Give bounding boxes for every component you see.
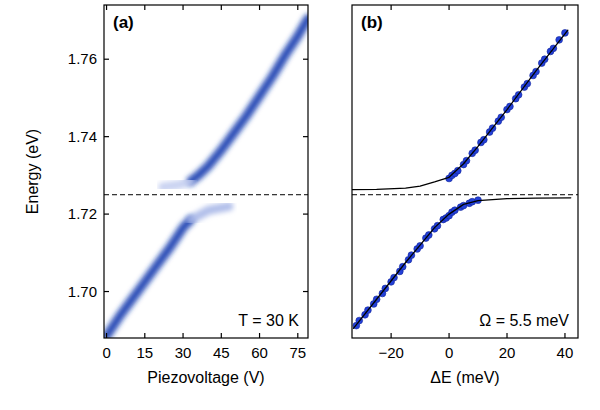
y-tick-label: 1.70 xyxy=(68,283,97,300)
y-tick xyxy=(303,59,308,60)
x-tick xyxy=(564,5,565,10)
x-tick xyxy=(506,5,507,10)
y-tick-label: 1.72 xyxy=(68,205,97,222)
x-tick-label: 75 xyxy=(289,344,306,361)
x-tick xyxy=(391,333,392,338)
x-tick-label: 0 xyxy=(445,344,453,361)
x-tick xyxy=(221,5,222,10)
x-tick xyxy=(448,333,449,338)
x-tick xyxy=(259,333,260,338)
x-tick-label: 20 xyxy=(499,344,516,361)
y-axis-label: Energy (eV) xyxy=(24,129,41,214)
x-tick-label: 30 xyxy=(175,344,192,361)
series-line xyxy=(353,198,570,328)
y-tick xyxy=(104,59,109,60)
series-line xyxy=(352,30,568,190)
annotation: T = 30 K xyxy=(238,312,299,329)
panel-label: (a) xyxy=(113,13,134,32)
x-tick-label: 45 xyxy=(213,344,230,361)
series-line xyxy=(163,181,191,187)
y-tick-label: 1.74 xyxy=(68,128,97,145)
series-line xyxy=(191,19,308,182)
x-tick xyxy=(221,333,222,338)
x-tick xyxy=(182,5,183,10)
x-tick xyxy=(448,5,449,10)
series-line xyxy=(107,220,191,336)
x-tick-label: −20 xyxy=(378,344,403,361)
plot-area xyxy=(352,29,578,329)
x-axis-label: ΔE (meV) xyxy=(430,369,499,386)
panel-1: −20 0 20 40 ΔE (meV) (b) Ω = 5.5 meV xyxy=(348,5,578,386)
plot-area xyxy=(104,19,308,337)
x-tick xyxy=(391,5,392,10)
y-tick xyxy=(303,213,308,214)
y-tick xyxy=(104,136,109,137)
x-tick xyxy=(144,5,145,10)
x-tick xyxy=(182,333,183,338)
x-tick xyxy=(106,5,107,10)
x-tick xyxy=(297,5,298,10)
annotation: Ω = 5.5 meV xyxy=(479,312,569,329)
x-axis-label: Piezovoltage (V) xyxy=(147,369,264,386)
series-line xyxy=(191,206,229,220)
panel-0: 0 15 30 45 60 75 1.70 1.72 1.74 1.76 Piezovoltage … xyxy=(24,5,308,386)
x-tick xyxy=(144,333,145,338)
reference-line xyxy=(352,194,578,195)
x-tick xyxy=(297,333,298,338)
x-tick-label: 60 xyxy=(251,344,268,361)
frame xyxy=(352,5,578,338)
figure: 0 15 30 45 60 75 1.70 1.72 1.74 1.76 Piezovoltage … xyxy=(0,0,600,410)
y-tick xyxy=(104,213,109,214)
x-tick xyxy=(506,333,507,338)
reference-line xyxy=(104,194,308,195)
x-tick xyxy=(259,5,260,10)
x-tick-label: 40 xyxy=(557,344,574,361)
y-tick xyxy=(104,291,109,292)
y-tick xyxy=(303,291,308,292)
x-tick xyxy=(564,333,565,338)
y-tick-label: 1.76 xyxy=(68,50,97,67)
frame xyxy=(104,5,308,338)
panel-label: (b) xyxy=(361,13,383,32)
x-tick-label: 0 xyxy=(102,344,110,361)
x-tick xyxy=(106,333,107,338)
y-tick xyxy=(303,136,308,137)
x-tick-label: 15 xyxy=(136,344,153,361)
